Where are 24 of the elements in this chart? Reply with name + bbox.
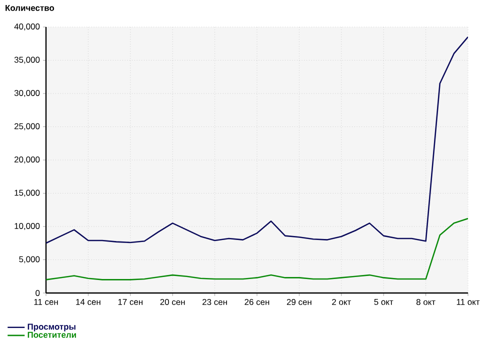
y-tick-label: 15,000 — [14, 190, 40, 197]
y-tick-label: 5,000 — [19, 256, 40, 264]
y-tick-label: 10,000 — [14, 223, 40, 230]
line-series — [46, 36, 468, 244]
x-tick-label: 2 окт — [332, 299, 351, 305]
x-tick-label: 23 сен — [202, 299, 227, 305]
y-tick-label: 0 — [36, 290, 40, 296]
x-tick-label: 8 окт — [416, 299, 436, 305]
x-tick-label: 11 окт — [456, 299, 480, 305]
x-tick-label: 26 сен — [244, 299, 270, 305]
x-tick-label: 14 сен — [76, 299, 100, 305]
y-tick-label: 25,000 — [14, 123, 40, 130]
x-tick-label: 20 сен — [160, 299, 185, 305]
x-tick-label: 17 сен — [118, 299, 143, 305]
y-tick-label: 40,000 — [14, 24, 40, 30]
y-tick-label: 35,000 — [14, 56, 40, 64]
y-tick-label: 30,000 — [14, 90, 40, 97]
x-tick-label: 29 сен — [286, 299, 312, 305]
legend-label: Просмотры — [28, 324, 76, 332]
x-tick-label: 5 окт — [374, 299, 394, 305]
x-tick-label: 11 сен — [34, 299, 58, 305]
y-tick-label: 20,000 — [14, 156, 40, 164]
y-axis-title: Количество — [6, 5, 54, 11]
legend-label: Посетители — [28, 332, 76, 338]
